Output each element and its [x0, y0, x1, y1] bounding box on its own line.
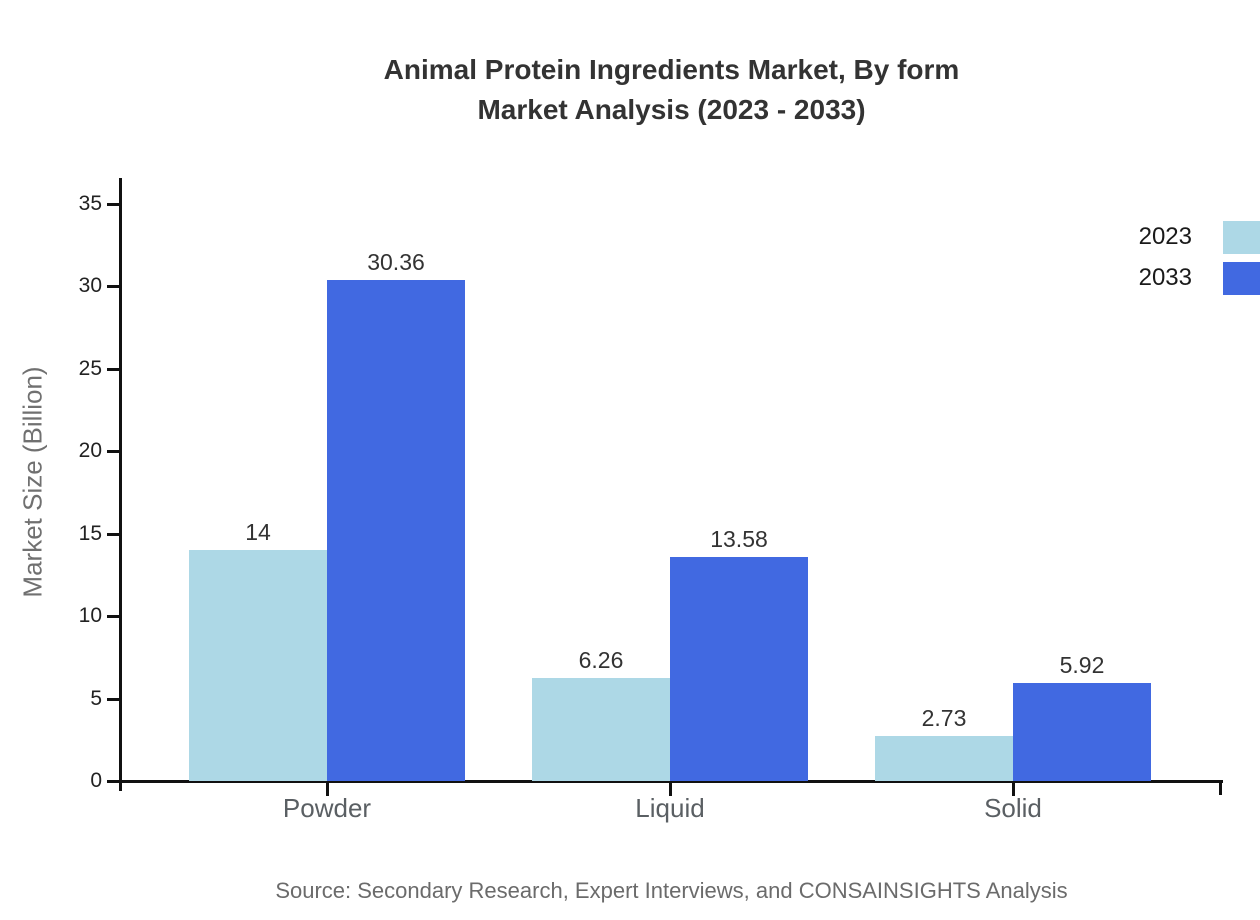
chart-title-line2: Market Analysis (2023 - 2033): [477, 94, 866, 125]
value-label-2033-solid: 5.92: [1059, 652, 1105, 679]
y-tick-5: [107, 697, 120, 701]
bar-2023-liquid: [532, 677, 670, 781]
x-tick-powder: [326, 783, 329, 796]
value-label-2023-powder: 14: [245, 519, 271, 546]
y-axis-title: Market Size (Billion): [17, 366, 48, 598]
bar-2033-powder: [327, 280, 465, 781]
chart-title: Animal Protein Ingredients Market, By fo…: [120, 50, 1223, 130]
legend-label-2033: 2033: [1138, 264, 1192, 291]
x-axis-line: [108, 780, 1223, 783]
value-label-2033-powder: 30.36: [367, 249, 425, 276]
y-tick-35: [107, 203, 120, 206]
x-category-label-powder: Powder: [282, 793, 372, 823]
x-axis-end-tick: [1219, 781, 1222, 795]
source-text: Source: Secondary Research, Expert Inter…: [275, 878, 1068, 903]
value-label-2023-solid: 2.73: [921, 704, 967, 731]
y-tick-label-5: 5: [90, 686, 102, 710]
x-tick-solid: [1012, 783, 1015, 796]
y-tick-20: [107, 450, 120, 454]
y-tick-label-20: 20: [78, 439, 102, 463]
legend-swatch-2023: [1223, 221, 1260, 254]
y-tick-label-30: 30: [78, 274, 102, 298]
bar-2023-solid: [875, 735, 1013, 781]
x-tick-liquid: [669, 783, 672, 796]
y-axis-line: [119, 178, 122, 791]
y-tick-label-0: 0: [90, 769, 102, 792]
y-tick-label-25: 25: [78, 356, 102, 380]
y-tick-10: [107, 615, 120, 619]
y-tick-15: [107, 532, 120, 536]
x-category-label-liquid: Liquid: [635, 793, 705, 823]
y-tick-0: [107, 780, 120, 783]
bar-2033-liquid: [670, 557, 808, 781]
chart-title-line1: Animal Protein Ingredients Market, By fo…: [383, 54, 960, 85]
bar-2023-powder: [189, 550, 327, 781]
y-tick-label-10: 10: [78, 604, 102, 628]
y-tick-label-15: 15: [78, 521, 102, 545]
legend-swatch-2033: [1223, 262, 1260, 295]
value-label-2033-liquid: 13.58: [710, 526, 768, 553]
y-tick-25: [107, 367, 120, 371]
y-tick-label-35: 35: [78, 192, 102, 215]
y-tick-30: [107, 285, 120, 289]
bar-2033-solid: [1013, 683, 1151, 781]
x-category-label-solid: Solid: [984, 793, 1042, 823]
value-label-2023-liquid: 6.26: [578, 646, 624, 673]
legend-label-2023: 2023: [1138, 223, 1192, 250]
